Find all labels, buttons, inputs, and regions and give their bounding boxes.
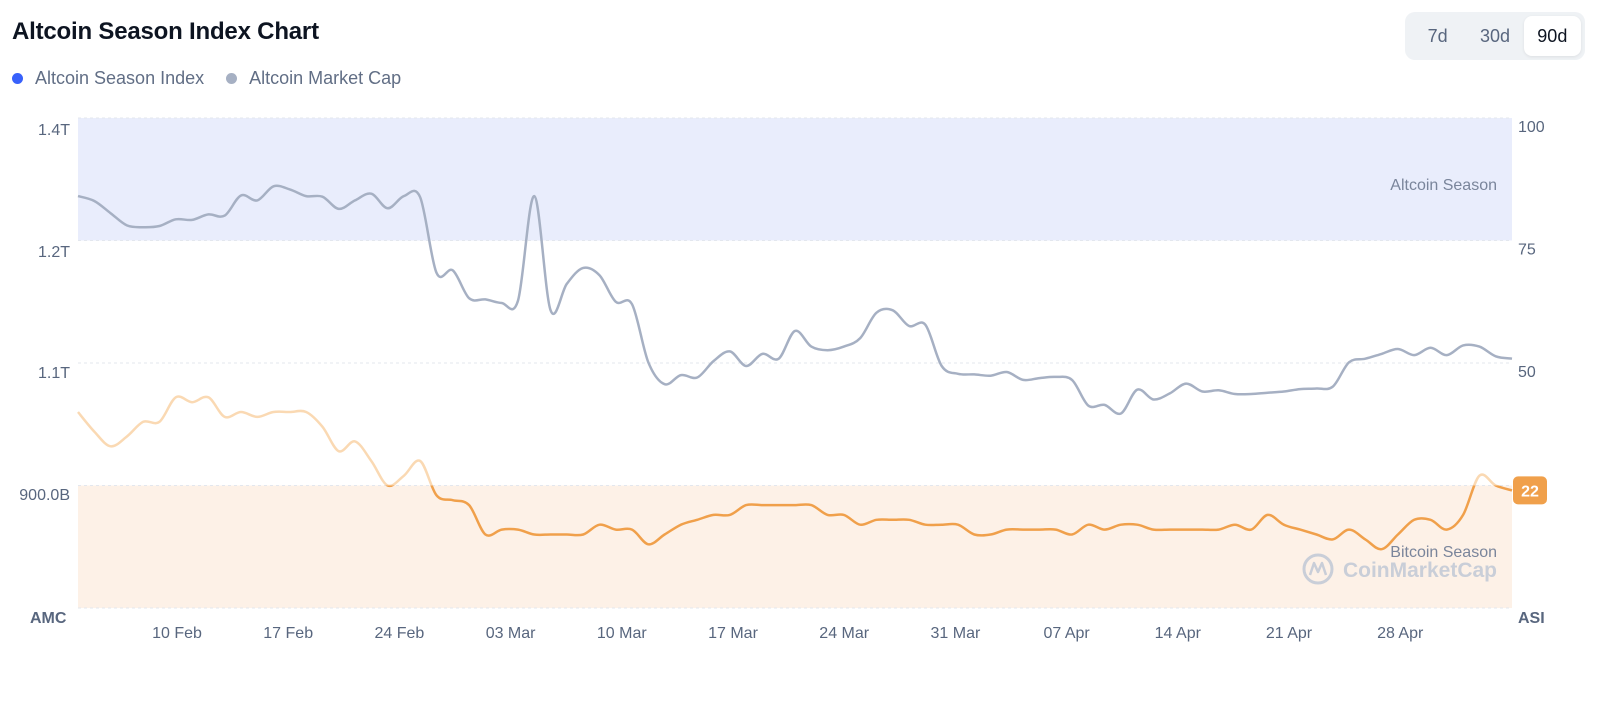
current-index-value: 22 [1521,483,1539,500]
zone-label-altcoin-season: Altcoin Season [1390,177,1497,194]
x-tick-label: 21 Apr [1266,625,1313,642]
left-tick-label: 1.2T [38,244,70,261]
series-line-altcoin-season-index-upper [77,395,1500,486]
x-tick-label: 17 Feb [263,625,313,642]
range-button-7d[interactable]: 7d [1427,25,1448,46]
legend-label-index: Altcoin Season Index [35,68,205,88]
x-tick-label: 14 Apr [1155,625,1202,642]
left-tick-label: 1.1T [38,365,70,382]
page-title: Altcoin Season Index Chart [12,18,319,45]
x-tick-label: 31 Mar [931,625,981,642]
left-tick-label: 900.0B [19,487,70,504]
x-tick-label: 07 Apr [1043,625,1090,642]
right-tick-label: 50 [1518,364,1536,381]
range-button-30d[interactable]: 30d [1479,25,1511,46]
x-tick-label: 03 Mar [486,625,536,642]
right-tick-label: 75 [1518,242,1536,259]
series-line-altcoin-season-index [385,485,1513,551]
legend-label-market-cap: Altcoin Market Cap [249,68,402,88]
legend-item-altcoin-market-cap[interactable]: Altcoin Market Cap [226,68,401,89]
time-range-selector: 7d 30d 90d [1405,12,1585,60]
x-tick-label: 24 Feb [374,625,424,642]
x-tick-label: 17 Mar [708,625,758,642]
coinmarketcap-logo-icon [1302,553,1334,585]
legend-dot-index [12,73,23,84]
legend: Altcoin Season Index Altcoin Market Cap [12,68,401,89]
range-button-90d[interactable]: 90d [1523,16,1581,56]
current-index-badge [1513,476,1547,505]
right-axis-code: ASI [1518,610,1545,627]
coinmarketcap-watermark: CoinMarketCap [1343,559,1497,582]
zone-label-bitcoin-season: Bitcoin Season [1390,544,1497,561]
x-tick-label: 10 Feb [152,625,202,642]
x-tick-label: 28 Apr [1377,625,1424,642]
left-axis-code: AMC [30,610,67,627]
legend-item-altcoin-season-index[interactable]: Altcoin Season Index [12,68,204,89]
right-tick-label: 100 [1518,119,1545,136]
x-tick-label: 10 Mar [597,625,647,642]
coinmarketcap-logo-mark [1308,561,1328,576]
series-line-altcoin-market-cap [77,184,1513,416]
left-tick-label: 1.4T [38,122,70,139]
altcoin-season-zone [78,118,1512,241]
x-tick-label: 24 Mar [819,625,869,642]
legend-dot-market-cap [226,73,238,84]
